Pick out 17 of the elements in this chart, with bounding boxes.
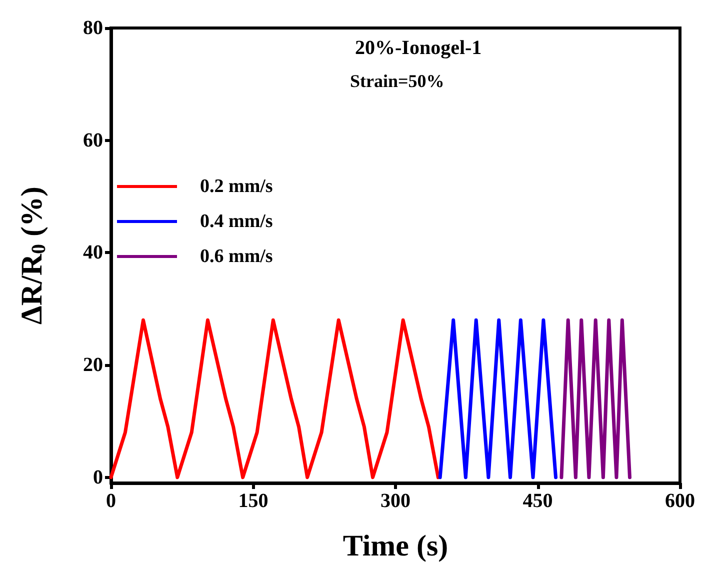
y-axis-title: ΔR/R0 (%) — [16, 186, 50, 324]
x-axis-title: Time (s) — [342, 530, 448, 562]
y-tick-label: 0 — [93, 466, 103, 488]
x-tick-label: 600 — [665, 490, 695, 512]
x-tick-label: 450 — [522, 490, 553, 512]
x-tick-label: 300 — [380, 490, 410, 512]
x-tick-label: 150 — [238, 490, 268, 512]
y-tick-label: 20 — [83, 354, 103, 376]
y-tick-label: 60 — [83, 129, 103, 152]
y-tick-label: 80 — [83, 17, 103, 39]
legend-label: 0.6 mm/s — [200, 246, 273, 267]
annotation: Strain=50% — [350, 71, 444, 91]
annotation: 20%-Ionogel-1 — [355, 37, 482, 59]
legend-label: 0.2 mm/s — [200, 176, 273, 197]
y-tick-label: 40 — [83, 242, 103, 264]
legend-label: 0.4 mm/s — [200, 211, 273, 232]
line-series — [109, 318, 440, 480]
